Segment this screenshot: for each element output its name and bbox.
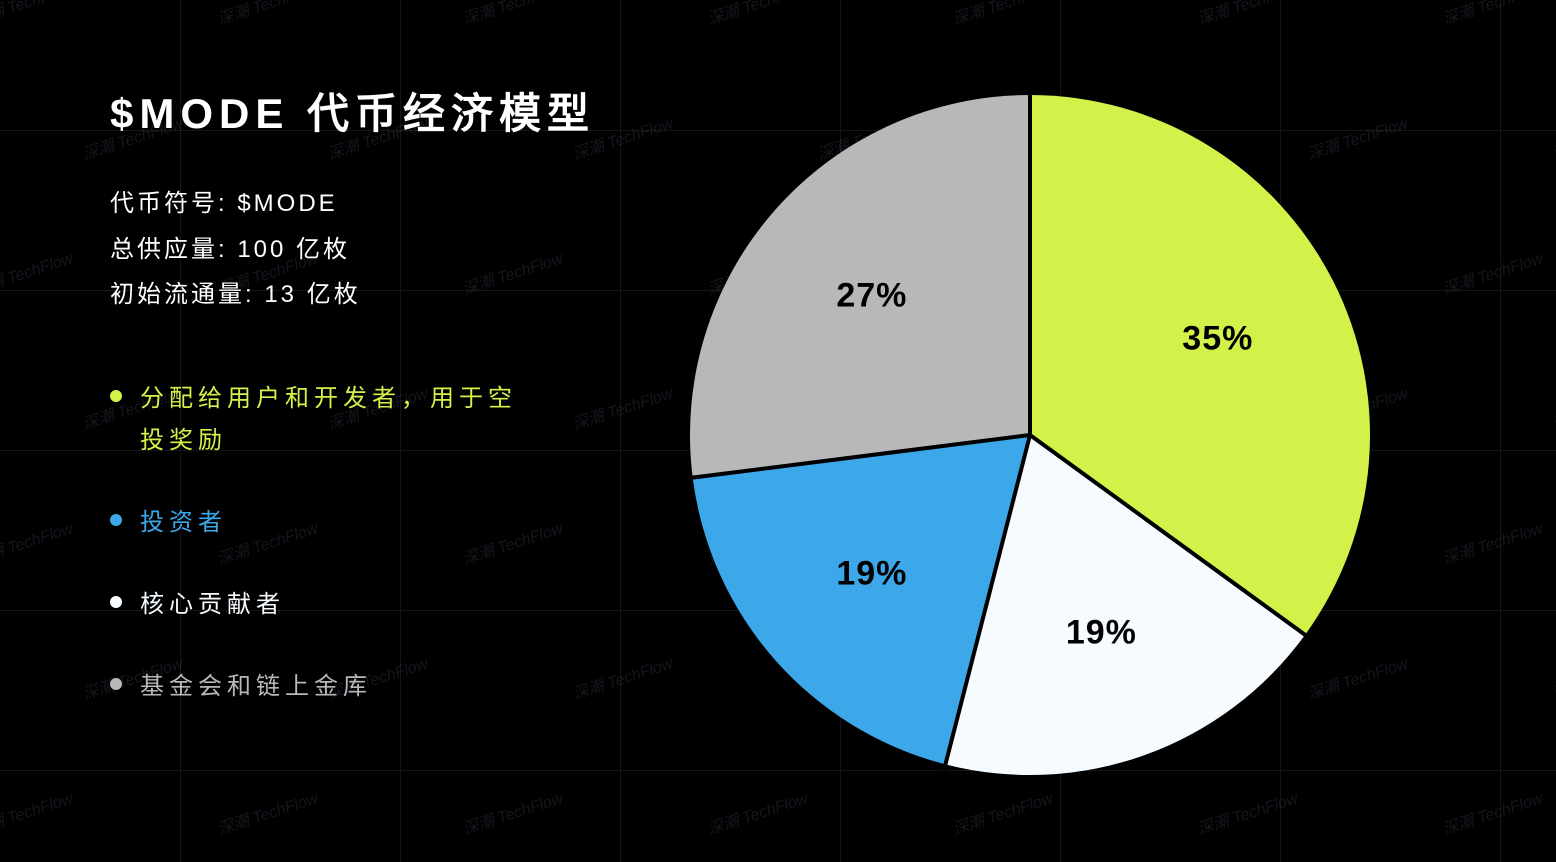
watermark-text: 深潮 TechFlow [1549, 379, 1556, 434]
watermark-text: 深潮 TechFlow [0, 0, 75, 30]
legend-label: 基金会和链上金库 [140, 666, 372, 708]
pie-slice-label: 19% [1066, 614, 1137, 653]
watermark-text: 深潮 TechFlow [0, 514, 75, 569]
watermark-text: 深潮 TechFlow [704, 0, 811, 30]
info-total-supply: 总供应量: 100 亿枚 [110, 227, 670, 273]
watermark-text: 深潮 TechFlow [1549, 109, 1556, 164]
legend-item: 基金会和链上金库 [110, 666, 670, 708]
legend-bullet [110, 390, 122, 402]
watermark-text: 深潮 TechFlow [214, 784, 321, 839]
watermark-text: 深潮 TechFlow [1439, 784, 1546, 839]
watermark-text: 深潮 TechFlow [0, 784, 75, 839]
legend-label: 分配给用户和开发者，用于空投奖励 [140, 378, 540, 462]
legend-bullet [110, 678, 122, 690]
watermark-text: 深潮 TechFlow [1194, 784, 1301, 839]
watermark-text: 深潮 TechFlow [704, 784, 811, 839]
legend: 分配给用户和开发者，用于空投奖励投资者核心贡献者基金会和链上金库 [110, 378, 670, 708]
watermark-text: 深潮 TechFlow [1194, 0, 1301, 30]
info-initial-circulation: 初始流通量: 13 亿枚 [110, 272, 670, 318]
pie-slice-label: 35% [1182, 320, 1253, 359]
watermark-text: 深潮 TechFlow [1439, 514, 1546, 569]
info-token-symbol: 代币符号: $MODE [110, 181, 670, 227]
watermark-text: 深潮 TechFlow [1439, 0, 1546, 30]
left-panel: $MODE 代币经济模型 代币符号: $MODE 总供应量: 100 亿枚 初始… [110, 80, 670, 748]
watermark-text: 深潮 TechFlow [949, 0, 1056, 30]
legend-bullet [110, 596, 122, 608]
legend-label: 核心贡献者 [140, 584, 285, 626]
watermark-text: 深潮 TechFlow [1549, 649, 1556, 704]
pie-slice-label: 27% [836, 276, 907, 315]
watermark-text: 深潮 TechFlow [214, 0, 321, 30]
legend-item: 投资者 [110, 502, 670, 544]
legend-item: 分配给用户和开发者，用于空投奖励 [110, 378, 670, 462]
pie-slice-label: 19% [836, 555, 907, 594]
watermark-text: 深潮 TechFlow [459, 784, 566, 839]
watermark-text: 深潮 TechFlow [949, 784, 1056, 839]
watermark-text: 深潮 TechFlow [0, 244, 75, 299]
watermark-text: 深潮 TechFlow [459, 0, 566, 30]
legend-label: 投资者 [140, 502, 227, 544]
watermark-text: 深潮 TechFlow [1439, 244, 1546, 299]
legend-bullet [110, 514, 122, 526]
pie-chart: 35% 19% 19% 27% [690, 95, 1370, 775]
page-title: $MODE 代币经济模型 [110, 80, 670, 141]
legend-item: 核心贡献者 [110, 584, 670, 626]
